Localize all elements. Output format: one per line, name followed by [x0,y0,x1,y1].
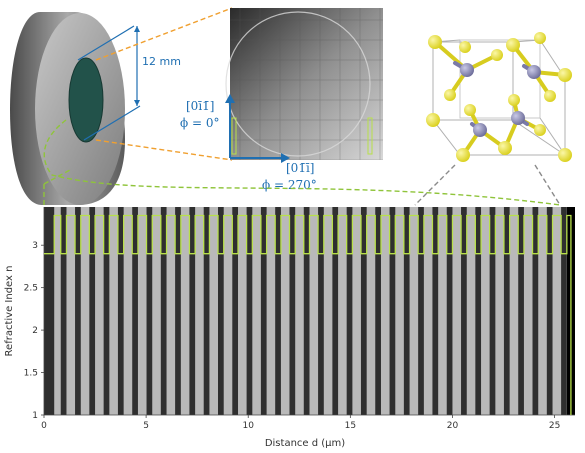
guide-line-green-curve [43,119,561,206]
grating-stripe [180,207,190,415]
orientation-vertical-direction: [0ī1̄] [186,99,214,113]
disk-window [68,57,104,143]
y-tick-label: 3 [32,241,38,251]
grating-stripe [209,207,219,415]
grating-stripe [466,207,476,415]
x-axis-label: Distance d (μm) [265,438,345,449]
refractive-index-plot: 1 1.5 2 2.5 3 0 5 10 15 20 25 [24,207,575,431]
grating-stripe [395,207,404,415]
y-tick-label: 1.5 [24,369,38,379]
grating-stripe [252,207,261,415]
grating-stripe [123,207,133,415]
grating-stripe [238,207,247,415]
grating-stripes [54,207,571,415]
sem-image [225,8,383,160]
grating-stripe [438,207,447,415]
grating-stripe [109,207,118,415]
grating-stripe [54,207,61,415]
y-tick-label: 1 [32,411,38,421]
grating-stripe [66,207,76,415]
sem-highlight-right [367,117,373,155]
grating-stripe [166,207,176,415]
guide-line-green-top [43,169,71,185]
grating-stripe [338,207,347,415]
grating-stripe [95,207,104,415]
x-axis: 0 5 10 15 20 25 [41,414,575,431]
grating-stripe [137,207,147,415]
grating-stripe [223,207,233,415]
x-tick-label: 25 [549,421,560,431]
guide-line-gray-left [414,164,456,206]
grating-stripe [380,207,390,415]
y-tick-label: 2 [32,326,38,336]
grating-stripe [409,207,419,415]
grating-stripe [323,207,333,415]
orientation-axes [225,94,290,163]
grating-stripe [280,207,290,415]
grating-stripe [452,207,462,415]
disk-dimension-label: 12 mm [142,55,181,68]
grating-stripe [481,207,490,415]
x-tick-label: 20 [447,421,459,431]
grating-stripe [309,207,319,415]
grating-stripe [552,207,562,415]
refractive-index-profile [44,214,572,415]
grating-stripe [152,207,161,415]
grating-stripe [538,207,547,415]
guide-line-orange-bottom [95,139,233,161]
y-axis-label: Refractive Index n [4,266,15,357]
dimension-marker [77,25,141,141]
grating-stripe [266,207,276,415]
grating-stripe [295,207,304,415]
orientation-horizontal-angle: ϕ = 270° [262,178,317,192]
sem-highlight-left [231,117,237,155]
grating-stripe [80,207,90,415]
x-tick-label: 15 [345,421,356,431]
sample-disk [10,12,125,205]
grating-stripe [366,207,376,415]
grating-stripe [352,207,361,415]
grating-stripe [195,207,204,415]
y-axis: 1 1.5 2 2.5 3 [24,207,45,421]
guide-line-orange-top [95,7,233,61]
y-tick-label: 2.5 [24,284,38,294]
x-tick-label: 0 [41,421,47,431]
sem-circular-window [225,11,371,157]
grating-stripe [495,207,504,415]
orientation-vertical-angle: ϕ = 0° [180,116,220,130]
orientation-horizontal-direction: [01̄ī] [286,161,314,175]
x-tick-label: 10 [243,421,255,431]
grating-stripe [423,207,433,415]
grating-stripe [509,207,519,415]
crystal-structure [426,32,572,162]
guide-line-gray-right [534,164,561,206]
grating-stripe [523,207,533,415]
x-tick-label: 5 [143,421,149,431]
